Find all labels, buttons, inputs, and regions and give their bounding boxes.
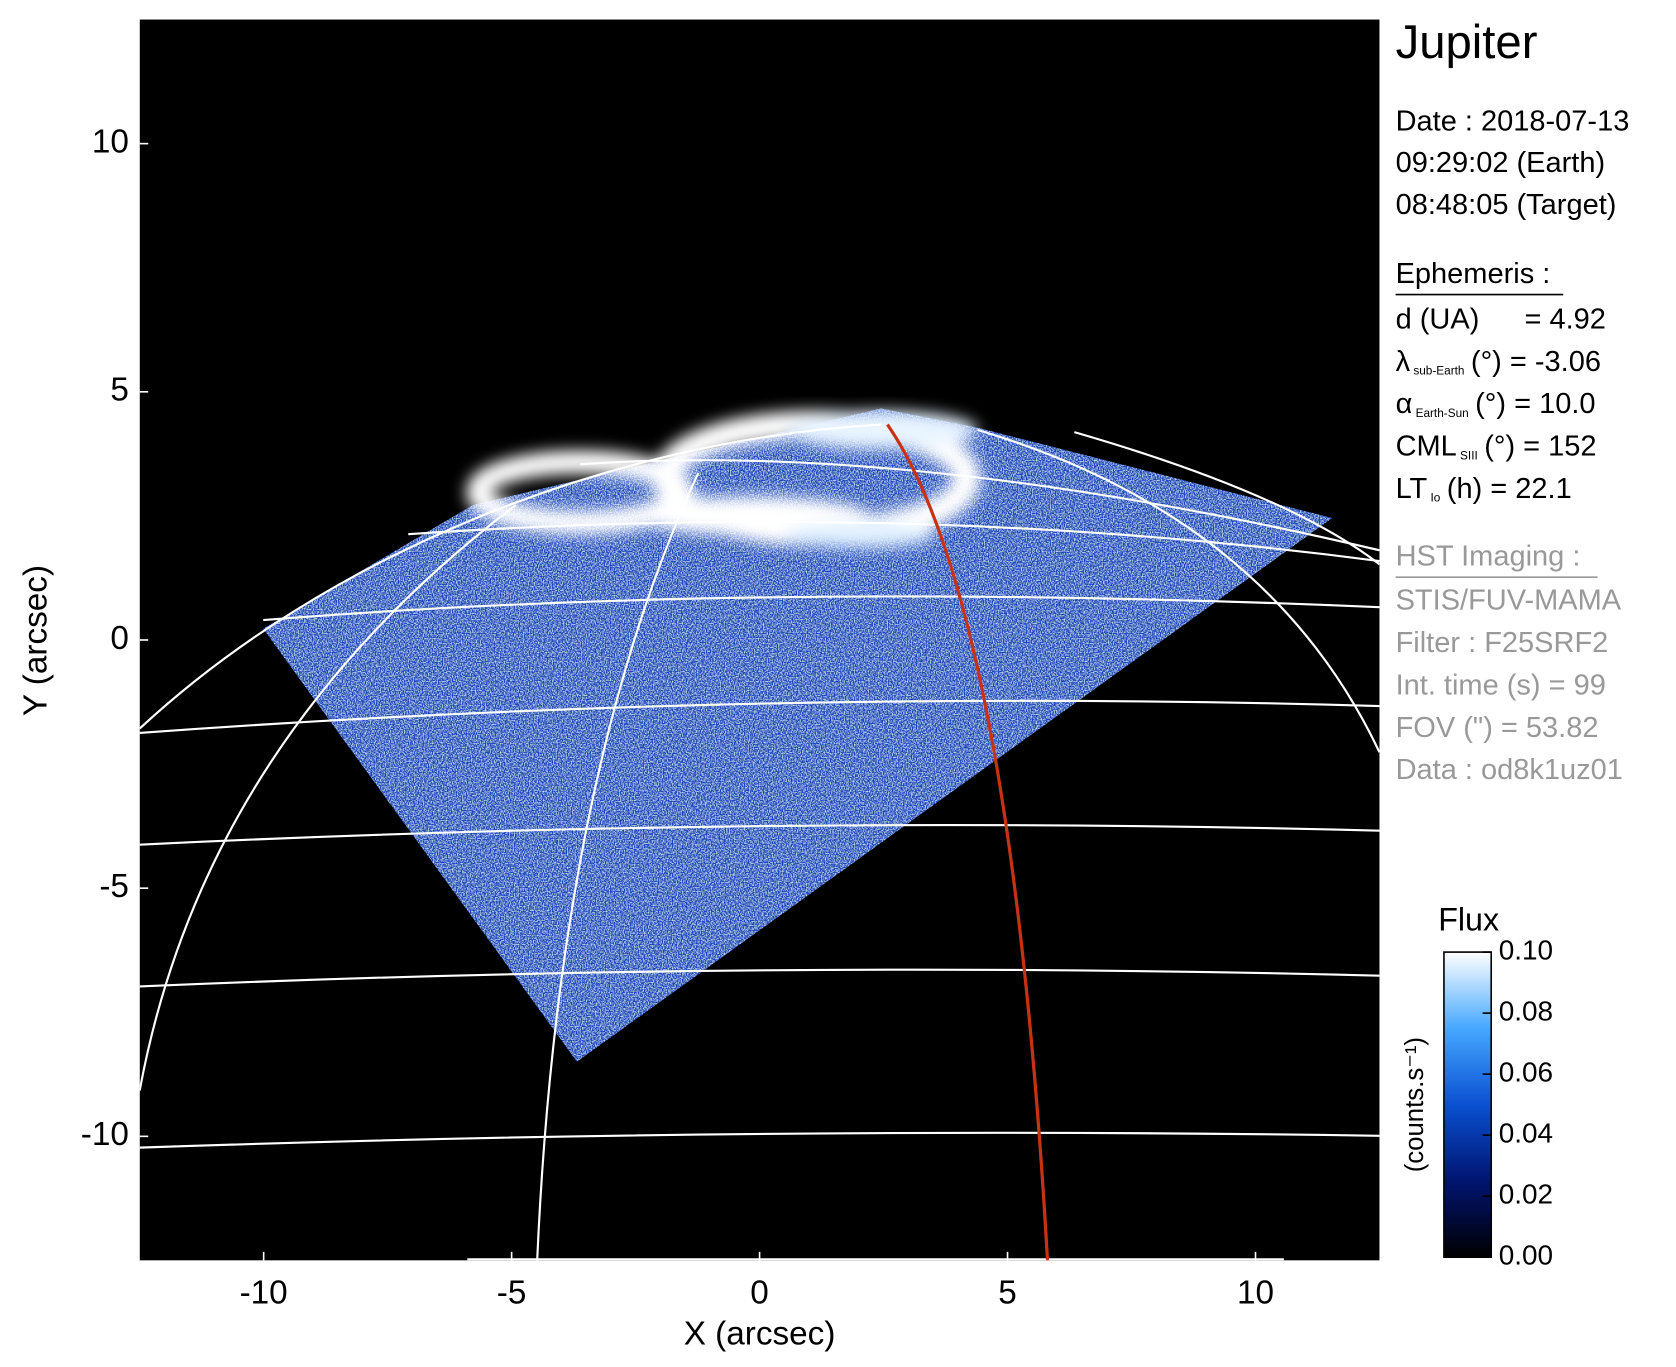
ephemeris-value: (h) = 22.1 [1447, 473, 1572, 505]
info-line: Date : 2018-07-13 [1396, 105, 1630, 137]
ephemeris-subscript: sub-Earth [1413, 364, 1464, 378]
ephemeris-value: (°) = 10.0 [1475, 388, 1595, 420]
ephemeris-item: LT Io (h) = 22.1 [1396, 473, 1572, 505]
ephemeris-item: α Earth-Sun (°) = 10.0 [1396, 388, 1596, 420]
colorbar-tick-label: 0.00 [1499, 1240, 1553, 1271]
detector-field [263, 408, 1333, 1062]
y-tick-label: 5 [110, 372, 129, 409]
colorbar [1443, 951, 1493, 1259]
image [139, 19, 1380, 1261]
ephemeris-value: (°) = -3.06 [1471, 345, 1601, 377]
colorbar-tick-label: 0.02 [1499, 1179, 1553, 1210]
ephemeris-subscript: SIII [1460, 448, 1478, 462]
colorbar-tick-label: 0.06 [1499, 1057, 1553, 1088]
ephemeris-item: λ sub-Earth (°) = -3.06 [1396, 345, 1601, 377]
title: Jupiter [1396, 16, 1538, 69]
ephemeris-symbol: α [1396, 388, 1413, 420]
ephemeris-subscript: Io [1431, 491, 1441, 505]
x-tick-label: 0 [750, 1275, 769, 1312]
y-tick-label: -5 [99, 868, 129, 905]
ephemeris-symbol: CML [1396, 430, 1457, 462]
imaging-item: FOV (") = 53.82 [1396, 712, 1599, 744]
y-tick-label: -10 [81, 1116, 129, 1153]
x-tick-label: 5 [998, 1275, 1017, 1312]
info-line: 09:29:02 (Earth) [1396, 147, 1606, 179]
y-axis-label: Y (arcsec) [17, 565, 54, 716]
x-tick-label: 10 [1237, 1275, 1274, 1312]
colorbar-tick-label: 0.10 [1499, 934, 1553, 965]
ephemeris-subscript: Earth-Sun [1416, 406, 1469, 420]
ephemeris-symbol: d (UA) [1396, 303, 1480, 335]
colorbar-tick-label: 0.08 [1499, 995, 1553, 1026]
colorbar-unit: (counts.s⁻¹) [1401, 1037, 1429, 1172]
x-tick-label: -10 [240, 1275, 288, 1312]
info-line: 08:48:05 (Target) [1396, 189, 1617, 221]
imaging-item: STIS/FUV-MAMA [1396, 585, 1622, 617]
ephemeris-item: CML SIII (°) = 152 [1396, 430, 1597, 462]
x-tick-label: -5 [497, 1275, 527, 1312]
ephemeris-value: (°) = 152 [1484, 430, 1596, 462]
imaging-item: Filter : F25SRF2 [1396, 627, 1609, 659]
ephemeris-heading: Ephemeris : [1396, 258, 1551, 290]
planet-grid [139, 423, 1380, 1261]
central-meridian [886, 423, 1050, 1261]
ephemeris-symbol: LT [1396, 473, 1428, 505]
imaging-heading: HST Imaging : [1396, 540, 1581, 572]
ephemeris-symbol: λ [1396, 345, 1411, 377]
imaging-item: Data : od8k1uz01 [1396, 754, 1623, 786]
x-axis-label: X (arcsec) [684, 1315, 836, 1352]
y-tick-label: 10 [92, 123, 129, 160]
colorbar-tick-label: 0.04 [1499, 1118, 1553, 1149]
colorbar-label: Flux [1438, 902, 1499, 938]
aurora [466, 410, 981, 549]
y-tick-label: 0 [110, 620, 129, 657]
imaging-item: Int. time (s) = 99 [1396, 669, 1606, 701]
ephemeris-item: d (UA) = 4.92 [1396, 303, 1606, 335]
ephemeris-value: = 4.92 [1525, 303, 1606, 335]
